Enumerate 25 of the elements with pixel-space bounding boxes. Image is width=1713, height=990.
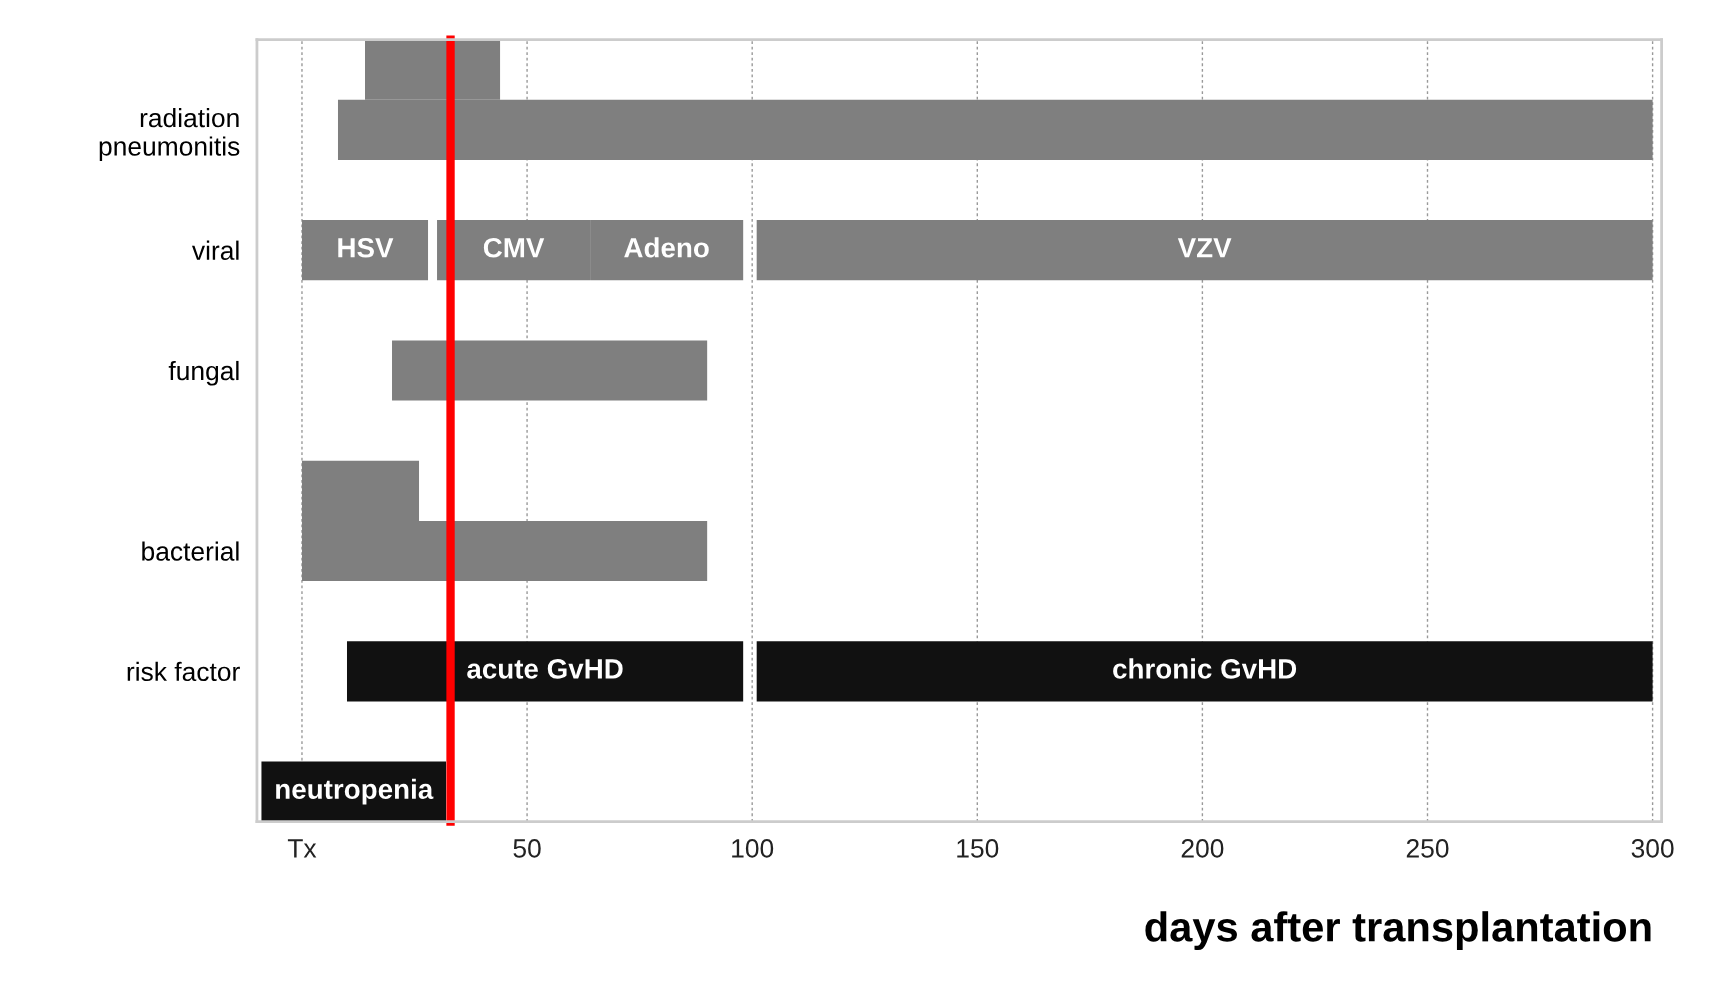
y-tick-label: viral (191, 240, 239, 260)
bar (756, 220, 1653, 281)
y-tick-label: bacterial (142, 541, 239, 561)
data-label: CMV (483, 237, 545, 258)
x-tick-label: 100 (732, 839, 774, 858)
x-tick-label: 200 (1181, 839, 1224, 858)
y-tick-label: radiation pneumonitis (99, 107, 240, 161)
x-axis-title: days after transplantation (1145, 911, 1651, 951)
x-tick-label: 250 (1406, 839, 1449, 858)
bar (301, 220, 429, 281)
data-label: VZV (1177, 238, 1232, 258)
x-tick-label: 50 (513, 839, 541, 858)
y-tick-label: fungal (168, 360, 239, 386)
x-tick-label: 150 (957, 839, 999, 858)
data-label: Adeno (624, 237, 709, 258)
bar (756, 641, 1653, 702)
x-tick-label: 300 (1631, 839, 1674, 858)
y-tick-label: risk factor (127, 661, 240, 682)
bar (392, 340, 708, 401)
data-label: chronic GvHD (1113, 658, 1297, 679)
data-label: HSV (338, 237, 394, 258)
x-tick-label: Tx (287, 839, 317, 858)
bar (346, 641, 744, 702)
data-label: neutropenia (276, 778, 434, 805)
data-label: acute GvHD (467, 659, 623, 679)
